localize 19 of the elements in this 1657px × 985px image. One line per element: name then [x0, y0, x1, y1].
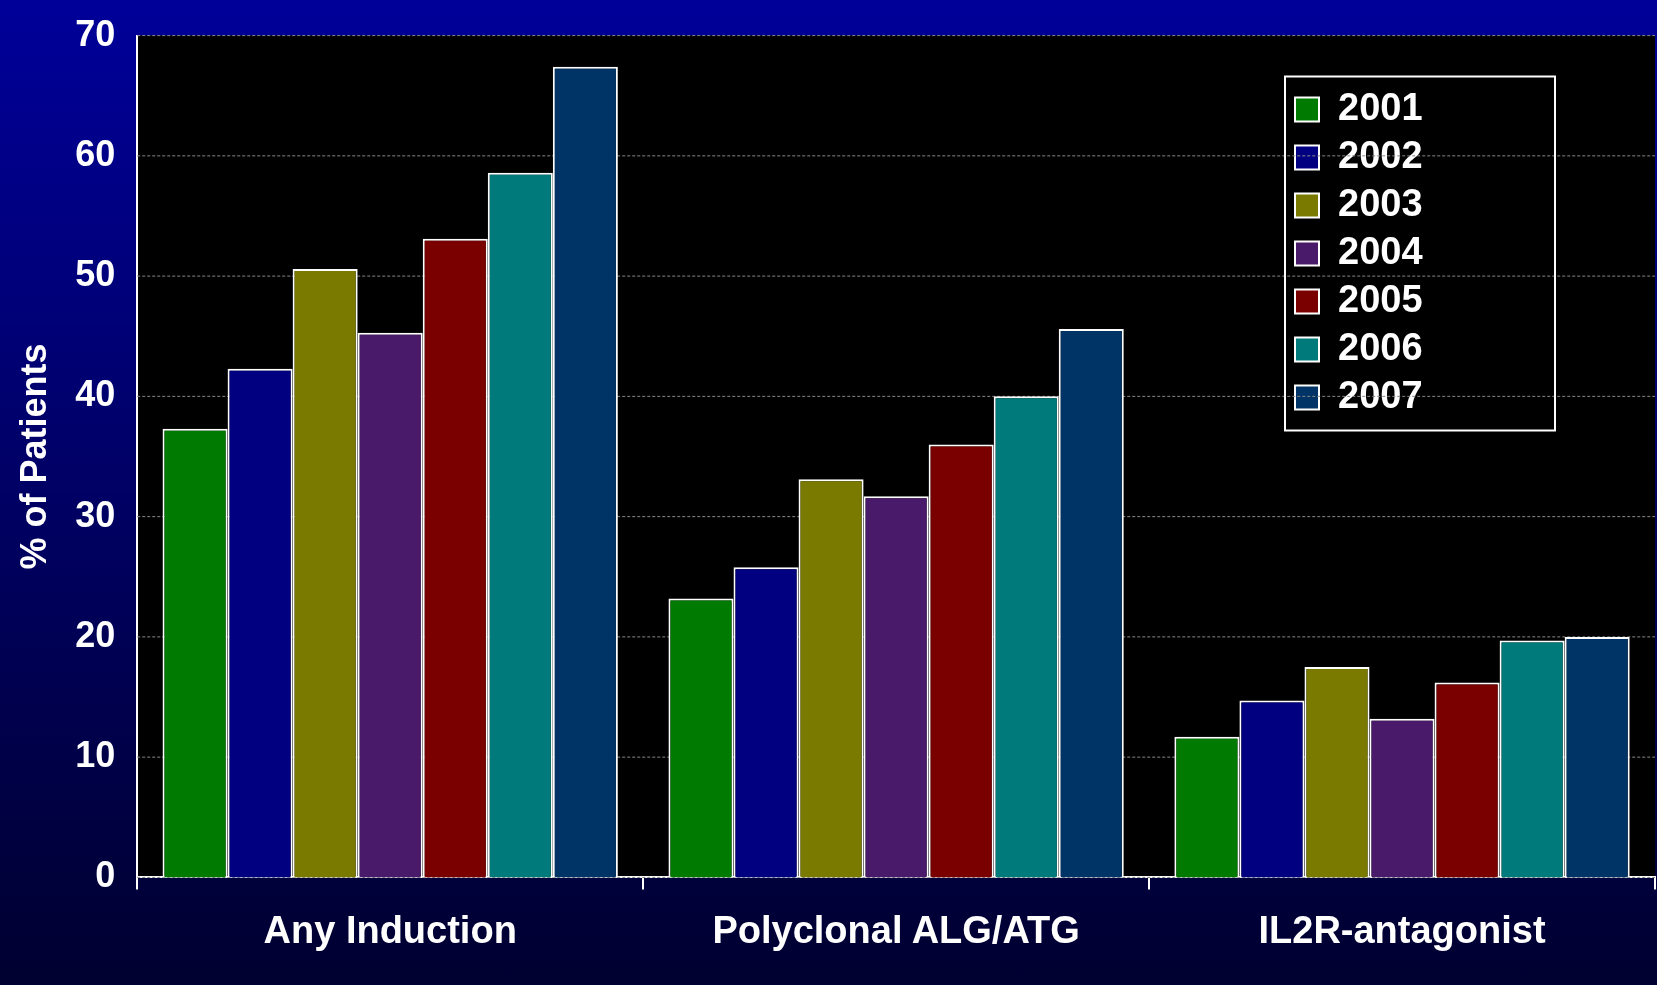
x-tick-label: IL2R-antagonist: [1258, 908, 1546, 951]
y-tick-label: 0: [95, 854, 116, 896]
legend-label: 2003: [1338, 182, 1423, 225]
legend-label: 2005: [1338, 278, 1423, 321]
legend-label: 2007: [1338, 374, 1423, 417]
y-axis-title: % of Patients: [12, 343, 54, 570]
y-tick-label: 10: [75, 734, 116, 776]
legend-label: 2004: [1338, 230, 1423, 273]
y-tick-label: 20: [75, 613, 116, 655]
y-tick-label: 30: [75, 493, 116, 535]
x-tick-label: Any Induction: [263, 908, 517, 951]
legend-label: 2006: [1338, 326, 1423, 369]
y-tick-label: 40: [75, 373, 116, 415]
legend-label: 2001: [1338, 86, 1423, 129]
y-tick-label: 50: [75, 253, 116, 295]
y-tick-label: 70: [75, 12, 116, 54]
x-tick-label: Polyclonal ALG/ATG: [712, 908, 1080, 951]
y-tick-label: 60: [75, 132, 116, 174]
legend-label: 2002: [1338, 134, 1423, 177]
